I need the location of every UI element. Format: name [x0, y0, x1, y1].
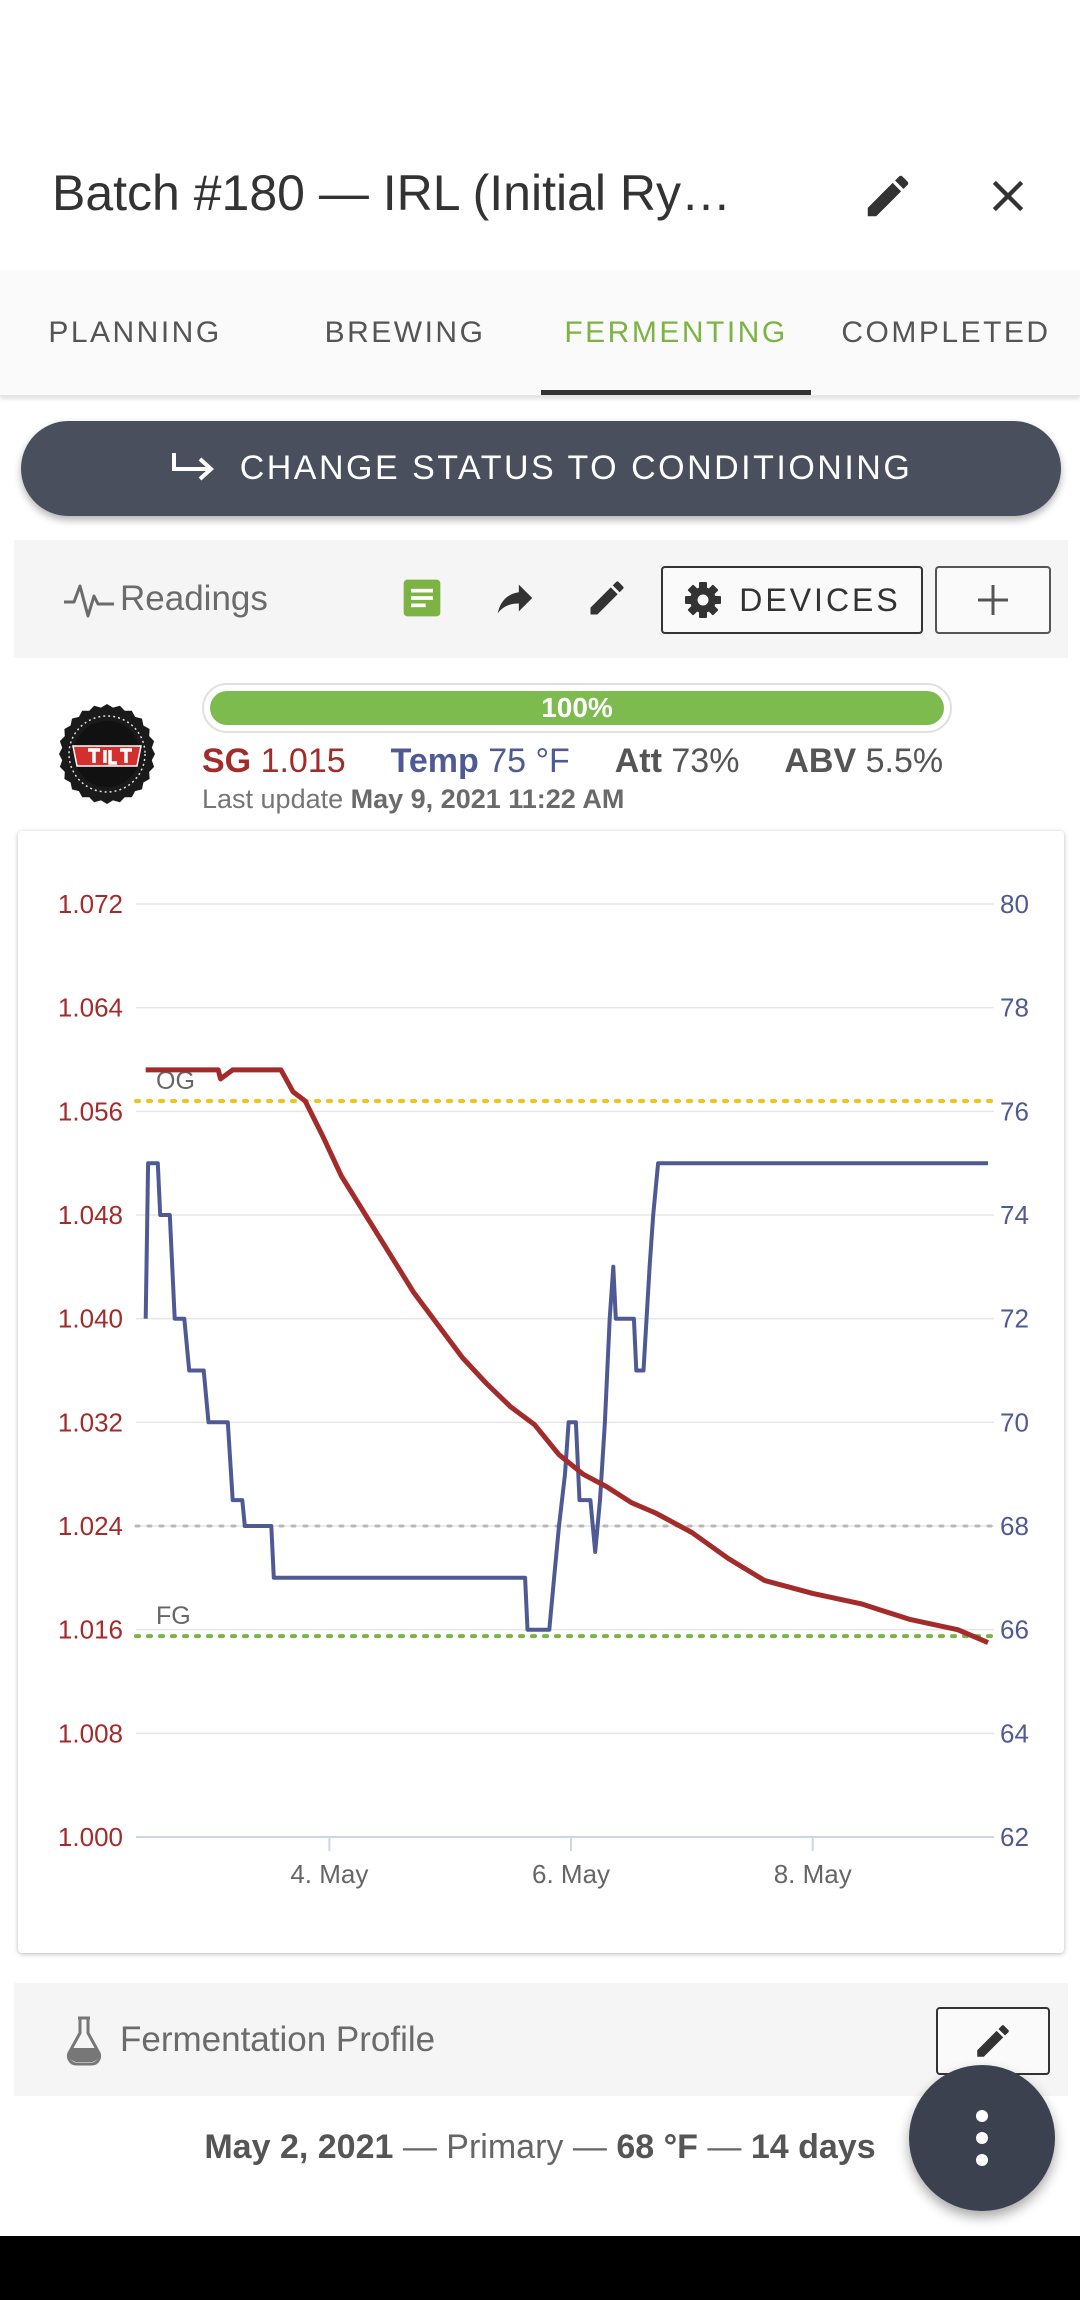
step-separator: — — [697, 2128, 751, 2166]
devices-button[interactable]: DEVICES — [661, 566, 923, 634]
sg-value: 1.015 — [260, 742, 346, 780]
y-left-tick-label: 1.064 — [58, 993, 123, 1023]
pencil-icon — [590, 581, 624, 615]
att-value: 73% — [671, 742, 740, 780]
close-icon — [992, 180, 1024, 212]
profile-step: May 2, 2021 — Primary — 68 °F — 14 days — [0, 2128, 1080, 2167]
app-header: Batch #180 — IRL (Initial Ry… — [0, 110, 1080, 270]
gear-icon — [685, 582, 722, 618]
last-update: Last update May 9, 2021 11:22 AM — [202, 784, 624, 815]
fg-label: FG — [156, 1602, 191, 1630]
y-right-tick-label: 64 — [1000, 1718, 1029, 1748]
tab-fermenting[interactable]: FERMENTING — [564, 315, 788, 349]
step-name: Primary — [446, 2128, 564, 2166]
abv-label: ABV — [784, 742, 857, 780]
change-status-button[interactable]: CHANGE STATUS TO CONDITIONING — [21, 421, 1061, 516]
readings-toolbar: Readings DEVICES — [14, 540, 1068, 658]
readings-chart-svg: 1.072 80 1.064 78 1.056 76 1.048 74 1.040 72 1.032… — [58, 889, 1029, 1889]
x-tick-label: 6. May — [532, 1859, 610, 1889]
more-vert-icon — [976, 2110, 988, 2166]
step-separator: — — [393, 2128, 447, 2166]
sg-label: SG — [202, 742, 252, 780]
fermentation-profile-label: Fermentation Profile — [120, 2020, 436, 2059]
tab-completed[interactable]: COMPLETED — [841, 315, 1051, 349]
notes-icon — [403, 579, 441, 617]
change-status-label: CHANGE STATUS TO CONDITIONING — [239, 449, 913, 487]
abv-value: 5.5% — [865, 742, 944, 780]
y-left-tick-label: 1.072 — [58, 889, 123, 919]
readings-chart[interactable]: 1.072 80 1.064 78 1.056 76 1.048 74 1.040 72 1.032… — [18, 831, 1064, 1953]
y-right-tick-label: 68 — [1000, 1511, 1029, 1541]
reading-stats: SG 1.015 Temp 75 °F Att 73% ABV 5.5% — [202, 742, 943, 781]
y-right-tick-label: 66 — [1000, 1615, 1029, 1645]
notes-button[interactable] — [389, 565, 455, 631]
edit-batch-button[interactable] — [852, 160, 924, 232]
step-duration: 14 days — [750, 2128, 876, 2166]
status-bar — [0, 0, 1080, 110]
progress-fill — [210, 691, 944, 725]
gravity-series-line — [145, 1067, 989, 1645]
fermentation-profile-toolbar: Fermentation Profile — [14, 1983, 1068, 2096]
x-tick-label: 4. May — [290, 1859, 368, 1889]
page-title: Batch #180 — IRL (Initial Ry… — [52, 165, 731, 221]
tilt-hydrometer-logo — [59, 704, 155, 804]
step-date: May 2, 2021 — [204, 2128, 394, 2166]
y-left-tick-label: 1.056 — [58, 1096, 123, 1126]
y-right-tick-label: 74 — [1000, 1200, 1029, 1230]
edit-readings-button[interactable] — [574, 565, 640, 631]
y-left-tick-label: 1.032 — [58, 1407, 123, 1437]
readings-label: Readings — [120, 579, 268, 618]
y-left-tick-label: 1.040 — [58, 1304, 123, 1334]
system-navigation-bar — [0, 2236, 1080, 2300]
active-tab-indicator — [541, 390, 811, 395]
share-arrow-icon — [497, 584, 533, 614]
arrow-right-icon — [171, 452, 214, 480]
y-right-tick-label: 78 — [1000, 993, 1029, 1023]
close-button[interactable] — [972, 160, 1044, 232]
att-label: Att — [614, 742, 662, 780]
y-left-tick-label: 1.024 — [58, 1511, 123, 1541]
last-update-label: Last update — [202, 784, 344, 814]
y-left-tick-label: 1.048 — [58, 1200, 123, 1230]
y-right-tick-label: 76 — [1000, 1096, 1029, 1126]
y-right-tick-label: 62 — [1000, 1822, 1029, 1852]
add-reading-button[interactable] — [935, 566, 1051, 634]
fermentation-progress: 100% — [202, 683, 952, 733]
devices-label: DEVICES — [739, 581, 901, 618]
y-right-tick-label: 70 — [1000, 1407, 1029, 1437]
tab-brewing[interactable]: BREWING — [324, 315, 486, 349]
y-left-tick-label: 1.016 — [58, 1615, 123, 1645]
more-actions-button[interactable] — [909, 2065, 1055, 2211]
temperature-series-line — [143, 1161, 988, 1632]
edit-profile-button[interactable] — [936, 2007, 1050, 2075]
progress-text: 100% — [541, 692, 613, 723]
tab-planning[interactable]: PLANNING — [48, 315, 222, 349]
plus-icon — [978, 585, 1008, 615]
pencil-icon — [977, 2025, 1009, 2057]
temp-value: 75 °F — [488, 742, 570, 780]
x-tick-label: 8. May — [774, 1859, 852, 1889]
y-right-tick-label: 80 — [1000, 889, 1029, 919]
flask-icon — [66, 2016, 102, 2066]
pulse-icon — [64, 584, 114, 618]
y-left-tick-label: 1.008 — [58, 1718, 123, 1748]
pencil-icon — [867, 175, 909, 217]
last-update-value: May 9, 2021 11:22 AM — [350, 784, 625, 814]
status-tabs: PLANNING BREWING FERMENTING COMPLETED — [0, 270, 1080, 396]
step-separator: — — [563, 2128, 617, 2166]
y-right-tick-label: 72 — [1000, 1304, 1029, 1334]
step-temp: 68 °F — [616, 2128, 698, 2166]
share-button[interactable] — [482, 565, 548, 631]
temp-label: Temp — [390, 742, 479, 780]
y-left-tick-label: 1.000 — [58, 1822, 123, 1852]
